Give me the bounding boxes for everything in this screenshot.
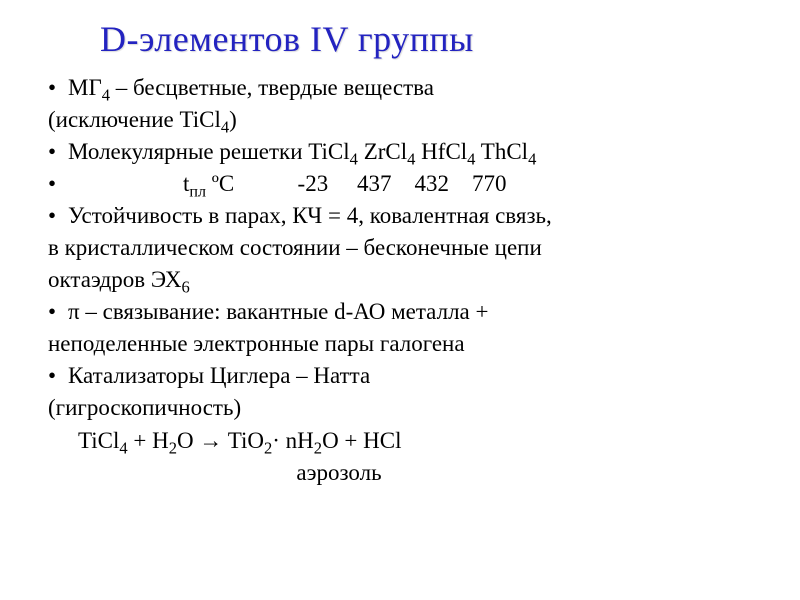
bullet-1-cont: (исключение TiCl4) xyxy=(48,104,770,135)
bullet-dot-icon: • xyxy=(48,136,68,167)
text: ThCl xyxy=(475,139,528,164)
text: неподеленные электронные пары галогена xyxy=(48,331,465,356)
bullet-5-cont: неподеленные электронные пары галогена xyxy=(48,328,770,359)
bullet-dot-icon: • xyxy=(48,200,68,231)
slide-title: D-элементов IV группы xyxy=(100,18,770,60)
bullet-dot-icon: • xyxy=(48,296,68,327)
subscript: 4 xyxy=(102,86,110,105)
bullet-6: •Катализаторы Циглера – Натта xyxy=(48,360,770,391)
bullet-dot-icon: • xyxy=(48,360,68,391)
subscript: 2 xyxy=(314,438,322,457)
subscript: 4 xyxy=(350,150,358,169)
subscript: 4 xyxy=(221,118,229,137)
text: (исключение TiCl xyxy=(48,107,221,132)
melting-points: -23 437 432 770 xyxy=(234,171,506,196)
bullet-dot-icon: • xyxy=(48,72,68,103)
text: в кристаллическом состоянии – бесконечны… xyxy=(48,235,542,260)
slide: D-элементов IV группы •МГ4 – бесцветные,… xyxy=(0,0,800,600)
text: TiCl xyxy=(78,428,119,453)
text: · nH xyxy=(272,428,314,453)
text: Устойчивость в парах, КЧ = 4, ковалентна… xyxy=(68,203,552,228)
text: ZrCl xyxy=(358,139,407,164)
bullet-4-cont2: октаэдров ЭХ6 xyxy=(48,264,770,295)
bullet-dot-icon: • xyxy=(48,168,68,199)
slide-body: •МГ4 – бесцветные, твердые вещества (иск… xyxy=(48,72,770,488)
text: МГ xyxy=(68,75,102,100)
text: аэрозоль xyxy=(296,460,381,485)
text: + H xyxy=(128,428,169,453)
text: HfCl xyxy=(415,139,467,164)
text: ) xyxy=(229,107,237,132)
bullet-4: •Устойчивость в парах, КЧ = 4, ковалентн… xyxy=(48,200,770,231)
bullet-2: •Молекулярные решетки TiCl4 ZrCl4 HfCl4 … xyxy=(48,136,770,167)
text: π – связывание: вакантные d-АО металла + xyxy=(68,299,488,324)
subscript: пл xyxy=(189,184,206,201)
bullet-6-cont: (гигроскопичность) xyxy=(48,392,770,423)
subscript: 4 xyxy=(119,438,127,457)
text: октаэдров ЭХ xyxy=(48,267,182,292)
text: – бесцветные, твердые вещества xyxy=(110,75,434,100)
bullet-4-cont: в кристаллическом состоянии – бесконечны… xyxy=(48,232,770,263)
text: O → TiO xyxy=(177,428,264,453)
subscript: 2 xyxy=(264,438,272,457)
text: (гигроскопичность) xyxy=(48,395,241,420)
subscript: 4 xyxy=(528,150,536,169)
text: Катализаторы Циглера – Натта xyxy=(68,363,370,388)
text: ºС xyxy=(206,171,234,196)
subscript: 6 xyxy=(182,278,190,297)
text: Молекулярные решетки TiCl xyxy=(68,139,350,164)
subscript: 2 xyxy=(169,438,177,457)
bullet-1: •МГ4 – бесцветные, твердые вещества xyxy=(48,72,770,103)
equation: TiCl4 + H2O → TiO2· nH2O + HCl xyxy=(48,425,770,456)
text: O + HCl xyxy=(322,428,401,453)
bullet-3: •tпл ºС -23 437 432 770 xyxy=(48,168,770,199)
equation-note: аэрозоль xyxy=(48,457,770,488)
bullet-5: •π – связывание: вакантные d-АО металла … xyxy=(48,296,770,327)
